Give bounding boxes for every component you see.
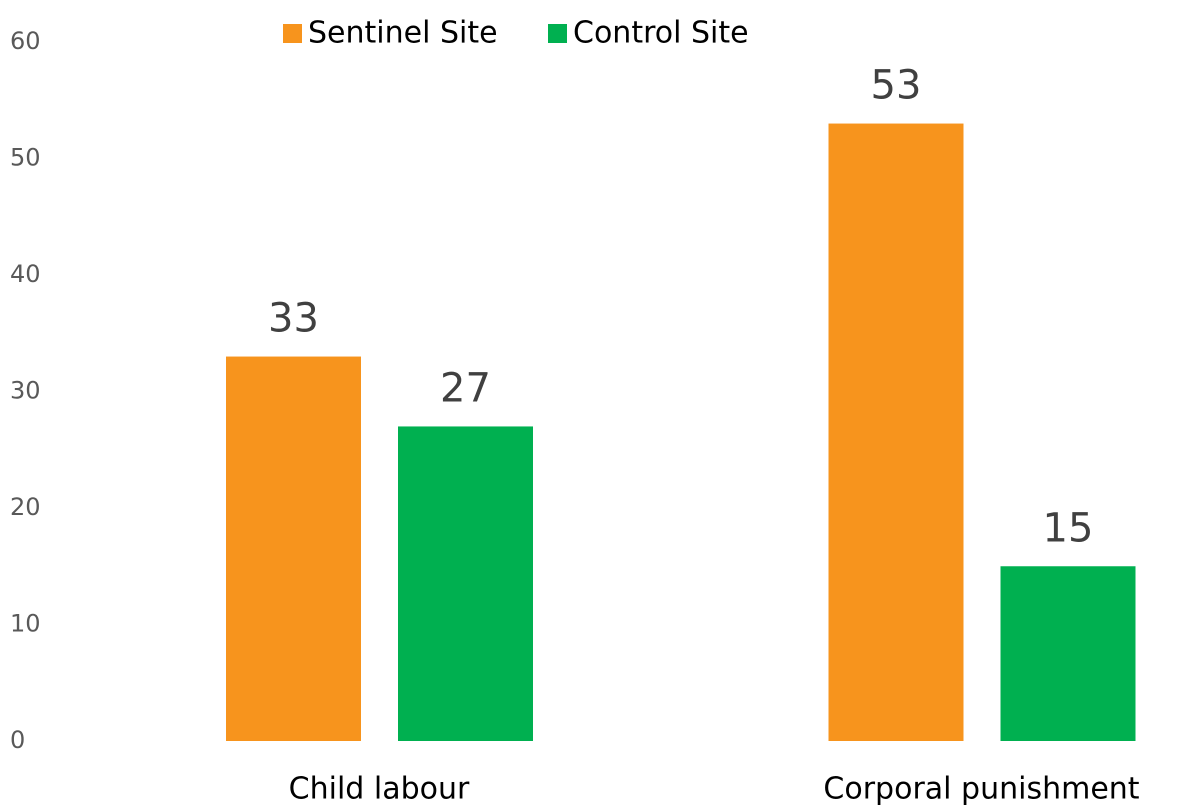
data-label: 27 [440,365,491,411]
x-tick-label: Corporal punishment [823,772,1139,807]
data-label: 33 [268,296,319,342]
x-tick-label: Child labour [289,772,470,807]
legend-swatch [283,24,302,43]
bar [828,123,964,742]
y-tick-label: 40 [10,260,41,288]
y-tick-label: 20 [10,493,41,521]
legend-swatch [548,24,567,43]
y-tick-label: 10 [10,610,41,638]
y-tick-label: 30 [10,377,41,405]
bar [1000,566,1136,741]
bar [398,426,533,741]
data-label: 15 [1043,505,1094,551]
y-tick-label: 60 [10,27,41,55]
y-tick-label: 0 [10,726,25,754]
data-label: 53 [871,63,922,109]
y-tick-label: 50 [10,144,41,172]
legend-label: Control Site [573,16,749,51]
legend-label: Sentinel Site [308,16,498,51]
bar [226,356,361,741]
